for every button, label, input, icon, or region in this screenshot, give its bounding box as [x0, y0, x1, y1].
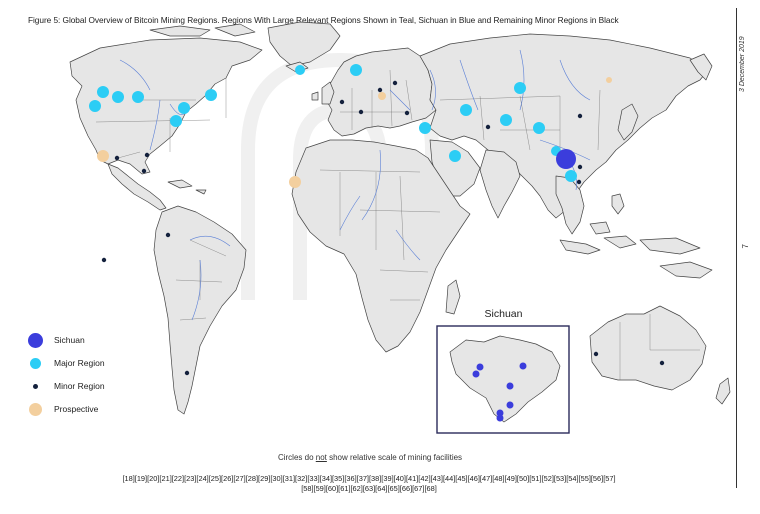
major-region-marker [533, 122, 545, 134]
legend-label: Minor Region [54, 381, 105, 391]
madagascar [445, 279, 461, 315]
africa-landmass [291, 139, 471, 353]
major-region-marker [350, 64, 362, 76]
major-region-marker [514, 82, 526, 94]
minor-region-marker [577, 113, 583, 119]
note-emphasis: not [315, 453, 327, 462]
inset-title: Sichuan [484, 308, 523, 320]
legend-item-major: Major Region [24, 353, 105, 373]
indonesia-islands [559, 221, 701, 255]
southeast-asia [555, 175, 585, 235]
british-isles [311, 81, 335, 105]
major-region-marker [205, 89, 217, 101]
minor-region-marker [141, 168, 147, 174]
major-region-marker [170, 115, 182, 127]
sichuan-region-marker [496, 414, 504, 422]
legend-item-sichuan: Sichuan [24, 330, 85, 350]
new-zealand [715, 377, 731, 405]
south-america-landmass [153, 205, 247, 415]
minor-region-marker [485, 124, 491, 130]
mining-region-markers [89, 64, 665, 422]
scale-note: Circles do not show relative scale of mi… [277, 453, 463, 462]
major-region-marker [500, 114, 512, 126]
legend-label: Major Region [54, 358, 105, 368]
legend-item-prospective: Prospective [24, 399, 98, 419]
reference-line-1: [18][19][20][21][22][23][24][25][26][27]… [122, 474, 616, 483]
minor-region-marker [101, 257, 107, 263]
japan [617, 103, 639, 141]
minor-region-marker [377, 87, 383, 93]
sichuan-inset-map [436, 325, 570, 434]
reference-list: [18][19][20][21][22][23][24][25][26][27]… [24, 474, 714, 494]
major-region-marker [460, 104, 472, 116]
sichuan-region-marker [472, 370, 480, 378]
minor-region-marker [339, 99, 345, 105]
major-region-marker [178, 102, 190, 114]
major-region-marker [132, 91, 144, 103]
north-america-landmass [69, 37, 263, 175]
major-region-marker [97, 86, 109, 98]
major-region-marker [295, 65, 305, 75]
minor-region-marker [114, 155, 120, 161]
minor-region-marker [392, 80, 398, 86]
prospective-swatch [28, 402, 42, 416]
central-america [107, 163, 167, 211]
minor-region-marker [144, 152, 150, 158]
minor-region-marker [165, 232, 171, 238]
major-region-marker [449, 150, 461, 162]
legend-item-minor: Minor Region [24, 376, 105, 396]
minor-region-swatch [32, 383, 38, 389]
caribbean-islands [167, 179, 207, 195]
prospective-region-marker [606, 77, 612, 83]
major-region-marker [419, 122, 431, 134]
sichuan-province-shape [449, 335, 561, 423]
major-region-marker [565, 170, 577, 182]
sichuan-region-marker [519, 362, 527, 370]
prospective-region-marker [378, 92, 386, 100]
minor-region-marker [576, 179, 582, 185]
sichuan-region-marker [476, 363, 484, 371]
major-region-marker [112, 91, 124, 103]
sichuan-region-marker [506, 401, 514, 409]
minor-region-marker [184, 370, 190, 376]
reference-line-2: [58][59][60][61][62][63][64][65][66][67]… [301, 484, 437, 493]
sichuan-region-marker [496, 409, 504, 417]
sichuan-region-marker [556, 149, 576, 169]
minor-region-marker [404, 110, 410, 116]
prospective-region-marker [289, 176, 301, 188]
philippines [611, 193, 625, 215]
legend-label: Sichuan [54, 335, 85, 345]
minor-region-marker [358, 109, 364, 115]
arctic-islands [149, 23, 256, 37]
india [479, 149, 521, 219]
rivers [119, 49, 591, 321]
minor-region-marker [659, 360, 665, 366]
greenland [267, 21, 341, 67]
minor-region-marker [577, 164, 583, 170]
new-guinea [659, 261, 713, 279]
legend-label: Prospective [54, 404, 99, 414]
prospective-region-marker [97, 150, 109, 162]
sichuan-region-marker [506, 382, 514, 390]
minor-region-marker [593, 351, 599, 357]
sakhalin-kamchatka [689, 53, 713, 81]
major-region-swatch [29, 357, 41, 369]
major-region-marker [89, 100, 101, 112]
country-borders [95, 69, 700, 380]
australia-landmass [589, 305, 707, 391]
figure-title: Figure 5: Global Overview of Bitcoin Min… [28, 15, 619, 25]
margin-rule [736, 8, 737, 488]
sichuan-swatch [27, 332, 43, 348]
